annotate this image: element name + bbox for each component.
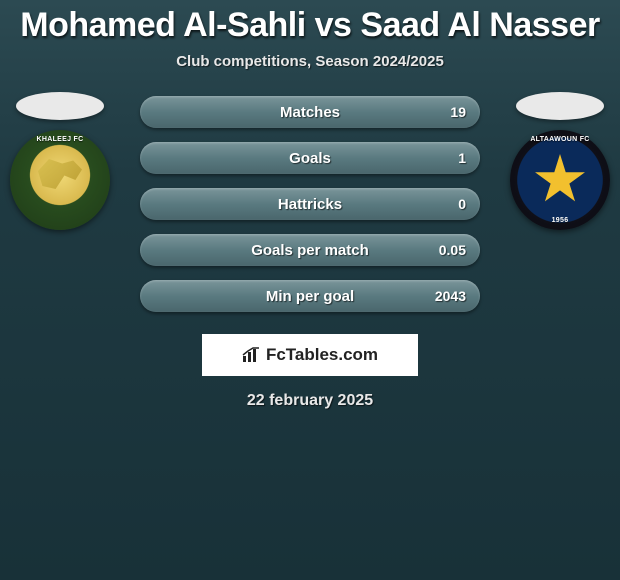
stat-bars: Matches 19 Goals 1 Hattricks 0 Goals per match…	[140, 92, 480, 312]
date-label: 22 february 2025	[0, 392, 620, 410]
stat-bar-goals_per_match: Goals per match 0.05	[140, 234, 480, 266]
stat-bar-min_per_goal: Min per goal 2043	[140, 280, 480, 312]
subtitle: Club competitions, Season 2024/2025	[0, 53, 620, 70]
club-badge-left: KHALEEJ FC	[10, 130, 110, 230]
stat-label: Hattricks	[278, 196, 342, 213]
player-right-silhouette	[516, 92, 604, 120]
site-name: FcTables.com	[266, 345, 378, 365]
stat-value-right: 2043	[435, 288, 466, 304]
player-left: KHALEEJ FC	[10, 92, 110, 230]
player-left-silhouette	[16, 92, 104, 120]
page-title: Mohamed Al-Sahli vs Saad Al Nasser	[0, 6, 620, 45]
stat-value-right: 0.05	[439, 242, 466, 258]
stat-bar-hattricks: Hattricks 0	[140, 188, 480, 220]
stat-label: Goals	[289, 150, 331, 167]
bar-chart-icon	[242, 347, 262, 363]
stat-label: Matches	[280, 104, 340, 121]
stat-value-right: 0	[458, 196, 466, 212]
comparison-panel: KHALEEJ FC ALTAAWOUN FC 1956 Matches 19 Go…	[0, 92, 620, 410]
club-badge-right-bottom: 1956	[510, 217, 610, 224]
stat-bar-matches: Matches 19	[140, 96, 480, 128]
stat-bar-goals: Goals 1	[140, 142, 480, 174]
club-badge-right: ALTAAWOUN FC 1956	[510, 130, 610, 230]
club-badge-left-top: KHALEEJ FC	[10, 136, 110, 143]
stat-label: Goals per match	[251, 242, 369, 259]
site-logo: FcTables.com	[202, 334, 418, 376]
stat-value-right: 19	[450, 104, 466, 120]
stat-label: Min per goal	[266, 288, 354, 305]
club-badge-right-top: ALTAAWOUN FC	[510, 136, 610, 143]
player-right: ALTAAWOUN FC 1956	[510, 92, 610, 230]
stat-value-right: 1	[458, 150, 466, 166]
